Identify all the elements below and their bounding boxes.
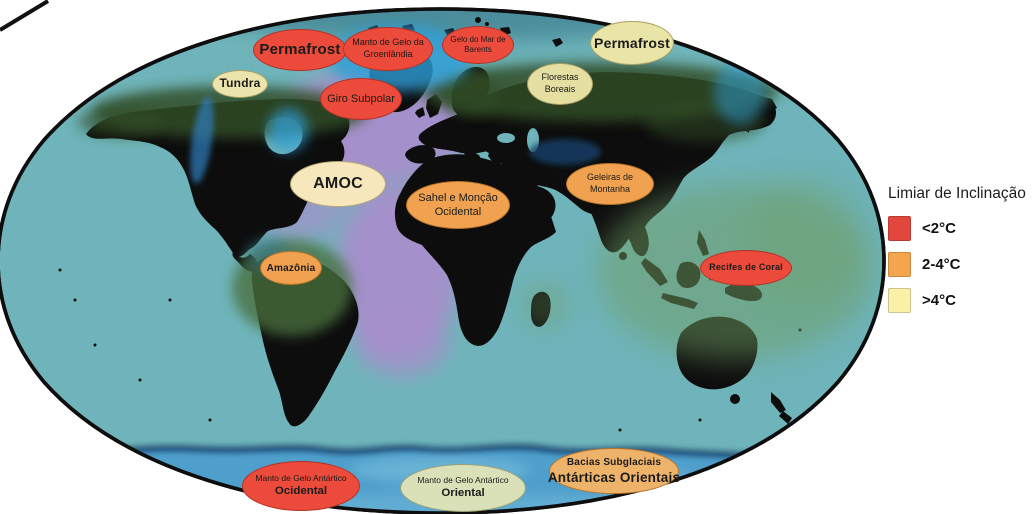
tasmania [730,394,740,404]
arabia [515,185,556,230]
italy [464,150,485,171]
korea [692,148,701,159]
legend-items: <2°C 2-4°C >4°C [888,215,1034,313]
balkans [488,150,503,164]
legend-item-1: 2-4°C [888,251,1034,277]
europe [418,109,508,154]
legend-swatch [888,287,911,313]
andes-blue [246,237,290,273]
ireland [415,107,425,118]
legend-item-label: 2-4°C [922,255,961,273]
legend-swatch [888,251,911,277]
legend-item-label: <2°C [922,219,956,237]
corner-crop-line [0,0,50,32]
boreal-forest-band [78,62,778,142]
legend-title: Limiar de Inclinação [888,185,1026,202]
legend-swatch [888,215,911,241]
iberia [405,145,436,164]
new-zealand-north [771,392,786,413]
legend-item-0: <2°C [888,215,1034,241]
black-sea [497,133,515,143]
map-outline [0,7,886,514]
new-zealand-south [779,411,792,424]
arctic-dark-band [220,9,680,42]
antarctica [30,444,880,513]
legend-item-2: >4°C [888,287,1034,313]
legend: Limiar de Inclinação <2°C 2-4°C >4°C [888,185,1034,324]
legend-item-label: >4°C [922,291,956,309]
